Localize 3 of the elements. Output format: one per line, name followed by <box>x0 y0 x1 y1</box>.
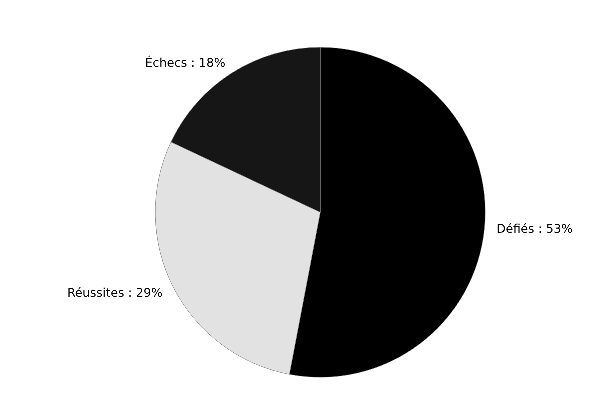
slice-label: Échecs : 18% <box>145 55 226 70</box>
slice-label: Défiés : 53% <box>496 222 573 236</box>
slice-label: Réussites : 29% <box>67 286 163 300</box>
